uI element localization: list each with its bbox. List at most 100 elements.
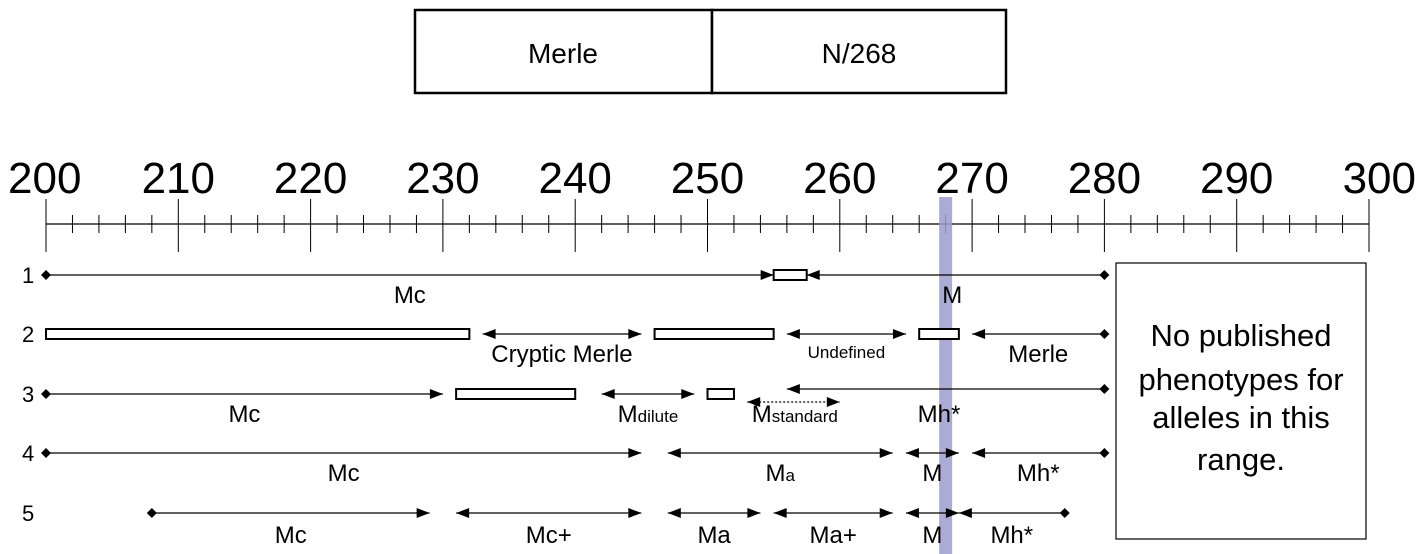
allele-range: M [905, 448, 959, 487]
range-end-diamond [1059, 508, 1070, 518]
range-end-arrow [601, 389, 615, 399]
range-end-arrow [806, 270, 820, 280]
range-end-arrow [429, 389, 443, 399]
allele-row-2: 2 Cryptic Merle Undefined Merle [22, 322, 1110, 368]
range-label: Mc [228, 401, 260, 428]
axis-tick-label: 290 [1200, 154, 1273, 203]
note-box [1115, 262, 1367, 540]
range-label: Mdilute [618, 401, 679, 428]
allele-row-4: 4 Mc Ma M Mh* [22, 441, 1110, 487]
range-end-arrow [879, 448, 893, 458]
range-end-arrow [826, 397, 840, 407]
range-label: Ma [766, 460, 796, 487]
axis-tick-label: 200 [8, 154, 81, 203]
allele-range: Mh* [972, 448, 1110, 487]
range-end-arrow [747, 397, 761, 407]
allele-range: Ma [667, 508, 761, 549]
range-end-arrow [456, 508, 470, 518]
allele-range: Mc [41, 270, 774, 309]
range-end-diamond [41, 448, 51, 458]
size-scale-axis: 200 210 220 230 240 250 260 270 280 290 300 [8, 154, 1416, 252]
range-end-arrow [628, 329, 642, 339]
axis-tick-label: 270 [935, 154, 1008, 203]
range-end-arrow [786, 329, 800, 339]
range-end-arrow [667, 508, 681, 518]
allele-range: Ma+ [773, 508, 893, 549]
allele-range: Merle [972, 329, 1110, 368]
range-label: Cryptic Merle [491, 341, 632, 368]
note-line-1: No published [1151, 318, 1332, 353]
range-end-diamond [1099, 384, 1110, 394]
range-end-arrow [747, 508, 761, 518]
allele-range: M [905, 508, 959, 549]
range-label: Mc [275, 522, 307, 549]
allele-rows: 1 Mc M 2 Cryptic Merle Undefined Merle 3 Mc Mdilu… [22, 263, 1110, 549]
range-end-diamond [41, 389, 51, 399]
range-end-arrow [892, 329, 906, 339]
axis-tick-label: 220 [274, 154, 347, 203]
allele-range: Mc+ [456, 508, 642, 549]
header-table: Merle N/268 [413, 8, 1008, 95]
range-label: M [942, 282, 962, 309]
range-label: Mc [328, 460, 360, 487]
allele-range: Mdilute [601, 389, 695, 428]
allele-range: Mh* [958, 508, 1070, 549]
allele-row-1: 1 Mc M [22, 263, 1110, 309]
header-cell-genotype [710, 8, 1008, 95]
range-label: Mc+ [526, 522, 572, 549]
range-label: Ma+ [810, 522, 857, 549]
allele-range: Mstandard [747, 397, 840, 428]
axis-tick-label: 210 [142, 154, 215, 203]
range-end-arrow [667, 448, 681, 458]
allele-range: Mc [41, 389, 443, 428]
allele-range: Undefined [786, 329, 906, 362]
range-label: M [922, 522, 942, 549]
range-label: Undefined [808, 343, 886, 362]
row-number: 5 [22, 501, 34, 526]
axis-tick-label: 250 [671, 154, 744, 203]
allele-range: Ma [667, 448, 893, 487]
range-end-arrow [972, 329, 986, 339]
allele-range: Cryptic Merle [482, 329, 642, 368]
range-end-diamond [1099, 448, 1110, 458]
undefined-gap-box [45, 328, 471, 340]
undefined-gap-box [455, 388, 577, 400]
range-label: Mh* [1017, 460, 1060, 487]
header-genotype-label: N/268 [822, 38, 897, 69]
note-line-3: alleles in this [1152, 400, 1329, 435]
range-end-arrow [628, 448, 642, 458]
range-end-arrow [681, 389, 695, 399]
allele-range: M [806, 270, 1110, 309]
range-end-arrow [905, 508, 919, 518]
row-number: 1 [22, 263, 34, 288]
no-data-note: No published phenotypes for alleles in t… [1115, 262, 1367, 540]
range-label: Mh* [918, 401, 961, 428]
range-end-diamond [1099, 270, 1110, 280]
range-end-arrow [945, 448, 959, 458]
range-end-arrow [958, 508, 972, 518]
note-line-4: range. [1197, 442, 1285, 477]
undefined-gap-box [772, 269, 808, 281]
undefined-gap-box [918, 328, 960, 340]
note-line-2: phenotypes for [1138, 362, 1343, 397]
range-label: M [922, 460, 942, 487]
range-label: Ma [697, 522, 731, 549]
range-label: Mh* [990, 522, 1033, 549]
range-end-arrow [905, 448, 919, 458]
range-end-arrow [786, 384, 800, 394]
allele-range: Mc [41, 448, 642, 487]
range-end-arrow [879, 508, 893, 518]
range-end-arrow [416, 508, 430, 518]
undefined-gap-box [706, 388, 735, 400]
axis-tick-label: 300 [1343, 154, 1416, 203]
range-end-diamond [1099, 329, 1110, 339]
row-number: 2 [22, 322, 34, 347]
allele-range: Mh* [786, 384, 1110, 428]
allele-row-3: 3 Mc Mdilute Mstandard Mh* [22, 382, 1110, 428]
axis-tick-label: 280 [1068, 154, 1141, 203]
allele-row-5: 5 Mc Mc+ Ma Ma+ M Mh* [22, 501, 1070, 549]
axis-tick-label: 240 [538, 154, 611, 203]
axis-tick-label: 260 [803, 154, 876, 203]
allele-range: Mc [146, 508, 430, 549]
range-end-diamond [146, 508, 157, 518]
